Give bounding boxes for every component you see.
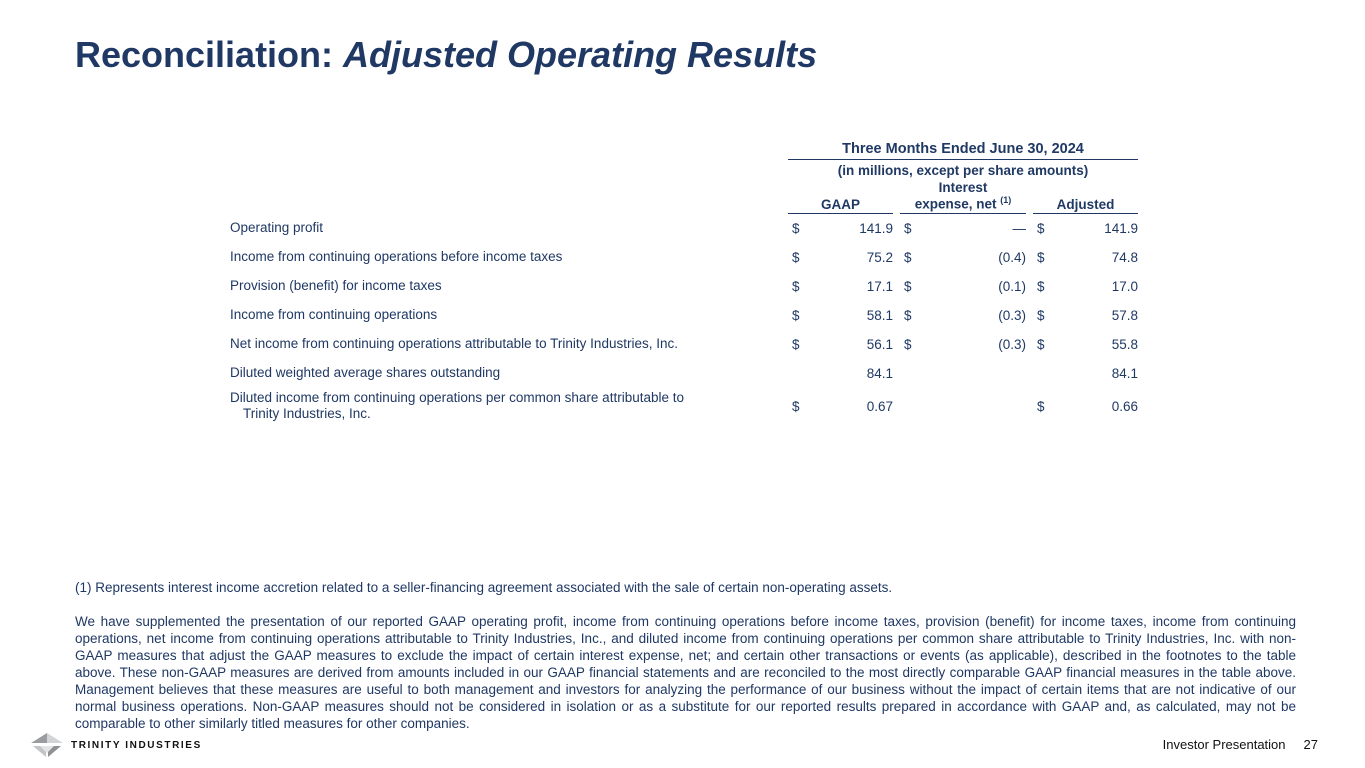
cell-adjusted: $141.9 [1037,220,1138,236]
column-header-interest: Interest expense, net (1) [900,180,1026,214]
row-label: Diluted weighted average shares outstand… [230,365,501,381]
cell-interest: $ (0.1) [904,278,1026,294]
cell-gaap: $58.1 [792,307,893,323]
presentation-label: Investor Presentation [1162,737,1286,752]
table-period-header: Three Months Ended June 30, 2024 [788,141,1138,160]
cell-gaap: $17.1 [792,278,893,294]
trinity-logo-icon [31,733,63,757]
column-header-gaap: GAAP [788,180,893,214]
row-label: Provision (benefit) for income taxes [230,278,442,294]
cell-interest: $ (0.4) [904,249,1026,265]
page-title-emphasis: Adjusted Operating Results [343,34,818,75]
page-title-prefix: Reconciliation: [75,34,344,75]
non-gaap-disclosure-paragraph: We have supplemented the presentation of… [75,614,1296,731]
row-label: Income from continuing operations before… [230,249,563,265]
page-title: Reconciliation: Adjusted Operating Resul… [75,34,817,76]
company-name: TRINITY INDUSTRIES [71,739,202,751]
footnote-ref-1: (1) [1000,195,1012,206]
cell-adjusted: $55.8 [1037,336,1138,352]
cell-adjusted: $57.8 [1037,307,1138,323]
row-label: Operating profit [230,220,324,236]
table-row: Diluted weighted average shares outstand… [230,359,1138,388]
row-label: Net income from continuing operations at… [230,336,678,352]
page-number: 27 [1303,737,1318,752]
table-units-note: (in millions, except per share amounts) [837,163,1089,178]
column-header-adjusted: Adjusted [1033,180,1138,214]
cell-adjusted: $0.66 [1037,398,1138,414]
cell-gaap: 84.1 [866,365,893,381]
table-row: Net income from continuing operations at… [230,330,1138,359]
table-row: Diluted income from continuing operation… [230,388,1138,425]
cell-interest: $ (0.3) [904,336,1026,352]
footnote-1: (1) Represents interest income accretion… [75,580,893,595]
cell-gaap: $56.1 [792,336,893,352]
table-row: Income from continuing operations $58.1 … [230,301,1138,330]
cell-gaap: $0.67 [792,398,893,414]
table-row: Provision (benefit) for income taxes $17… [230,272,1138,301]
reconciliation-table: Three Months Ended June 30, 2024 (in mil… [230,141,1138,425]
row-label: Income from continuing operations [230,307,438,323]
table-row: Operating profit $141.9 $ — $141.9 [230,214,1138,243]
row-label: Diluted income from continuing operation… [230,390,684,422]
cell-interest: $ (0.3) [904,307,1026,323]
footer-meta: Investor Presentation 27 [1163,737,1318,752]
cell-adjusted: $17.0 [1037,278,1138,294]
table-column-headers: GAAP Interest expense, net (1) Adjusted [788,180,1138,214]
cell-adjusted: 84.1 [1111,365,1138,381]
cell-gaap: $141.9 [792,220,893,236]
cell-adjusted: $74.8 [1037,249,1138,265]
cell-interest: $ — [904,220,1026,236]
footer-brand: TRINITY INDUSTRIES [30,732,202,758]
cell-gaap: $75.2 [792,249,893,265]
table-row: Income from continuing operations before… [230,243,1138,272]
